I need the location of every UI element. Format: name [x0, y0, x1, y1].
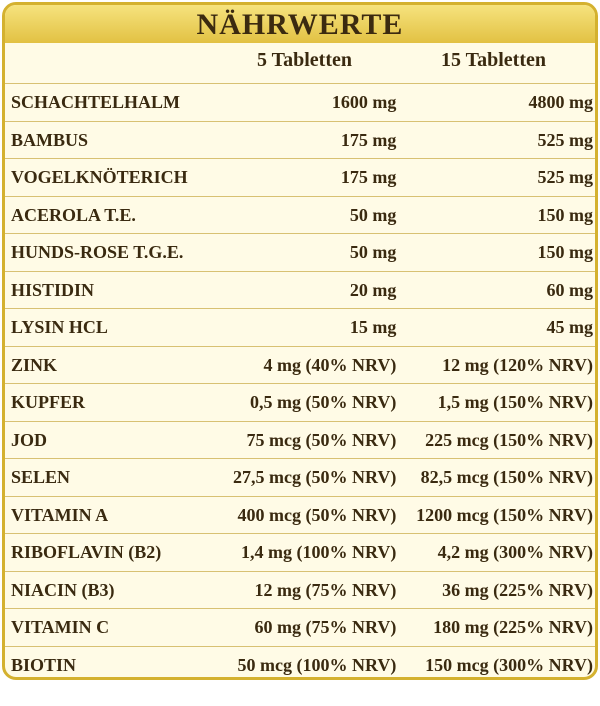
nutrient-name: JOD [11, 429, 47, 450]
nutrient-amount: 175 mg [340, 167, 397, 187]
nutrient-amount: 150 mcg (300% NRV) [425, 654, 593, 675]
title: NÄHRWERTE [5, 5, 595, 43]
table-row: HISTIDIN 20 mg 60 mg [5, 270, 595, 309]
nutrient-amount: 50 mcg (100% NRV) [237, 654, 397, 675]
nutrient-name: ACEROLA T.E. [11, 204, 136, 225]
table-row: JOD 75 mcg (50% NRV) 225 mcg (150% NRV) [5, 420, 595, 459]
table-row: BIOTIN 50 mcg (100% NRV) 150 mcg (300% NRV… [5, 645, 595, 678]
nutrient-amount: 60 mg (75% NRV) [254, 617, 397, 637]
column-header: 5 Tabletten [256, 49, 353, 71]
nutrient-amount: 15 mg [349, 317, 397, 337]
nutrient-name: LYSIN HCL [11, 317, 108, 337]
nutrient-amount: 4,2 mg (300% NRV) [437, 542, 593, 562]
nutrient-amount: 400 mcg (50% NRV) [237, 504, 397, 525]
table-row: NIACIN (B3) 12 mg (75% NRV) 36 mg (225% NR… [5, 570, 595, 609]
nutrient-name: ZINK [11, 354, 58, 375]
table-row: SCHACHTELHALM 1600 mg 4800 mg [5, 83, 595, 121]
nutrient-amount: 1600 mg [331, 92, 397, 112]
table-row: LYSIN HCL 15 mg 45 mg [5, 308, 595, 346]
nutrient-amount: 1,4 mg (100% NRV) [240, 542, 397, 562]
nutrient-amount: 60 mg [546, 279, 594, 300]
nutrient-amount: 4 mg (40% NRV) [263, 354, 397, 375]
nutrition-panel: NÄHRWERTE 5 Tabletten 15 Tabletten SCHAC… [2, 2, 598, 680]
nutrient-amount: 20 mg [349, 279, 397, 300]
nutrient-name: VITAMIN C [11, 617, 110, 637]
table-body: SCHACHTELHALM 1600 mg 4800 mg BAMBUS 175 mg 5… [5, 83, 595, 678]
nutrient-amount: 1,5 mg (150% NRV) [437, 392, 593, 412]
nutrient-name: BAMBUS [11, 129, 89, 150]
nutrient-amount: 27,5 mcg (50% NRV) [233, 467, 397, 487]
nutrient-amount: 150 mg [537, 204, 594, 225]
nutrient-amount: 225 mcg (150% NRV) [425, 429, 593, 450]
nutrient-name: BIOTIN [11, 654, 77, 675]
nutrient-amount: 175 mg [340, 129, 397, 150]
table-row: ACEROLA T.E. 50 mg 150 mg [5, 195, 595, 234]
nutrient-amount: 82,5 mcg (150% NRV) [420, 467, 593, 487]
column-headers: 5 Tabletten 15 Tabletten [5, 43, 595, 83]
nutrient-amount: 12 mg (75% NRV) [254, 579, 397, 600]
nutrient-amount: 0,5 mg (50% NRV) [249, 392, 397, 412]
nutrient-amount: 1200 mcg (150% NRV) [416, 504, 593, 525]
nutrient-amount: 50 mg [349, 242, 397, 262]
nutrient-name: KUPFER [11, 392, 85, 412]
nutrient-amount: 150 mg [537, 242, 594, 262]
nutrient-name: HUNDS-ROSE T.G.E. [11, 242, 184, 262]
nutrient-name: VITAMIN A [11, 504, 109, 525]
table-row: RIBOFLAVIN (B2) 1,4 mg (100% NRV) 4,2 mg (… [5, 533, 595, 571]
table-row: ZINK 4 mg (40% NRV) 12 mg (120% NRV) [5, 345, 595, 384]
table-row: SELEN 27,5 mcg (50% NRV) 82,5 mcg (150% NR… [5, 458, 595, 496]
nutrient-amount: 75 mcg (50% NRV) [246, 429, 397, 450]
nutrient-name: RIBOFLAVIN (B2) [11, 542, 162, 562]
nutrient-amount: 50 mg [349, 204, 397, 225]
nutrient-amount: 45 mg [546, 317, 594, 337]
nutrient-amount: 36 mg (225% NRV) [442, 579, 593, 600]
nutrient-name: SELEN [11, 467, 71, 487]
nutrient-name: VOGELKNÖTERICH [11, 167, 188, 187]
table-row: BAMBUS 175 mg 525 mg [5, 120, 595, 159]
nutrient-name: SCHACHTELHALM [11, 92, 181, 112]
table-row: KUPFER 0,5 mg (50% NRV) 1,5 mg (150% NRV) [5, 383, 595, 421]
nutrient-amount: 12 mg (120% NRV) [442, 354, 593, 375]
nutrient-amount: 525 mg [537, 129, 594, 150]
nutrient-amount: 4800 mg [528, 92, 594, 112]
table-row: VOGELKNÖTERICH 175 mg 525 mg [5, 158, 595, 196]
table-row: VITAMIN C 60 mg (75% NRV) 180 mg (225% NRV… [5, 608, 595, 646]
nutrient-amount: 180 mg (225% NRV) [433, 617, 593, 637]
table-row: VITAMIN A 400 mcg (50% NRV) 1200 mcg (150%… [5, 495, 595, 534]
nutrient-name: NIACIN (B3) [11, 579, 115, 600]
column-header: 15 Tabletten [440, 49, 547, 71]
spacer [5, 43, 217, 83]
nutrient-name: HISTIDIN [11, 279, 95, 300]
table-row: HUNDS-ROSE T.G.E. 50 mg 150 mg [5, 233, 595, 271]
nutrient-amount: 525 mg [537, 167, 594, 187]
